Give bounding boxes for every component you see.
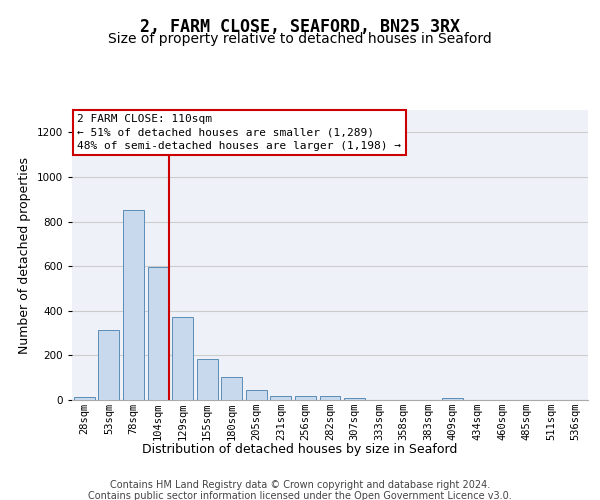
Y-axis label: Number of detached properties: Number of detached properties [18, 156, 31, 354]
Text: Contains public sector information licensed under the Open Government Licence v3: Contains public sector information licen… [88, 491, 512, 500]
Bar [172, 318, 193, 400]
Text: Distribution of detached houses by size in Seaford: Distribution of detached houses by size … [142, 442, 458, 456]
Bar [221, 376, 242, 400]
Text: 2 FARM CLOSE: 110sqm
← 51% of detached houses are smaller (1,289)
48% of semi-de: 2 FARM CLOSE: 110sqm ← 51% of detached h… [77, 114, 401, 151]
Bar [98, 330, 119, 400]
Bar [271, 396, 292, 400]
Bar [295, 396, 316, 400]
Bar [123, 210, 144, 400]
Text: 2, FARM CLOSE, SEAFORD, BN25 3RX: 2, FARM CLOSE, SEAFORD, BN25 3RX [140, 18, 460, 36]
Text: Size of property relative to detached houses in Seaford: Size of property relative to detached ho… [108, 32, 492, 46]
Bar [197, 358, 218, 400]
Bar [74, 396, 95, 400]
Bar [320, 396, 340, 400]
Bar [246, 390, 267, 400]
Bar [344, 398, 365, 400]
Bar [442, 398, 463, 400]
Text: Contains HM Land Registry data © Crown copyright and database right 2024.: Contains HM Land Registry data © Crown c… [110, 480, 490, 490]
Bar [148, 268, 169, 400]
